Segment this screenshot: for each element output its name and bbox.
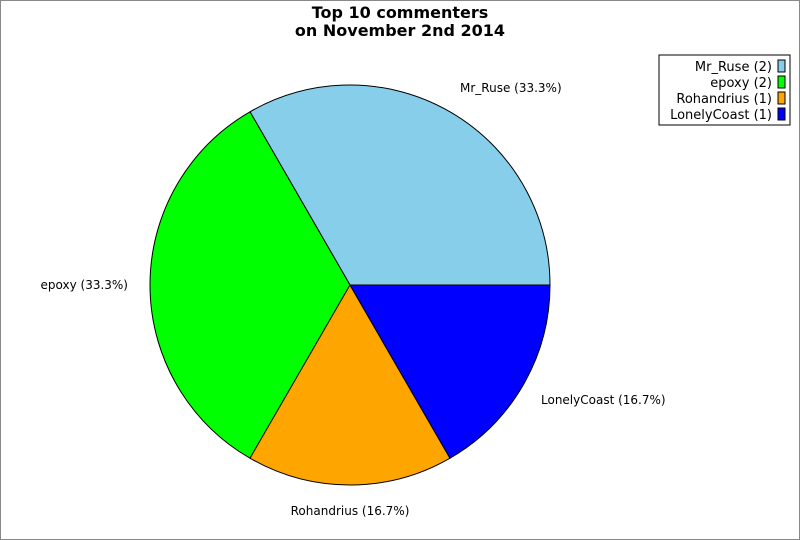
pie-slice-lonelycoast (349, 284, 551, 459)
pie-slice-rohandrius (249, 284, 451, 486)
legend-swatch (777, 75, 786, 89)
legend-swatch (777, 91, 786, 105)
slice-label: epoxy (33.3%) (41, 278, 128, 292)
legend-entry: LonelyCoast (1) (670, 108, 772, 123)
pie-slice-epoxy (149, 111, 351, 459)
chart-subtitle: on November 2nd 2014 (295, 21, 505, 40)
legend-box (658, 54, 791, 126)
legend-entry: Rohandrius (1) (676, 92, 772, 107)
legend-swatch (777, 59, 786, 73)
slice-label: LonelyCoast (16.7%) (541, 393, 666, 407)
legend-swatch (777, 107, 786, 121)
legend-entry: epoxy (2) (710, 76, 772, 91)
legend-entry: Mr_Ruse (2) (695, 60, 772, 75)
slice-label: Mr_Ruse (33.3%) (460, 81, 562, 95)
chart-title: Top 10 commenters (312, 3, 489, 22)
pie-slice-mr_ruse (249, 84, 551, 286)
slice-label: Rohandrius (16.7%) (291, 504, 410, 518)
